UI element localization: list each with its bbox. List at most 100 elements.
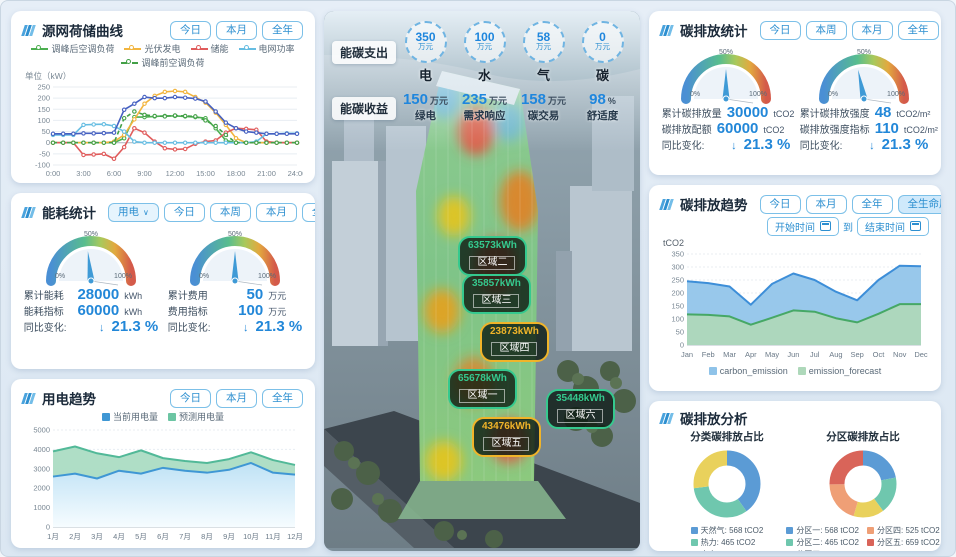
down-arrow-icon: ↓ — [242, 322, 249, 334]
time-filter-group: 今日本月全年全生命周期 — [759, 194, 941, 214]
legend-item[interactable]: emission_forecast — [797, 366, 881, 376]
svg-text:2000: 2000 — [33, 484, 50, 493]
time-filter-button[interactable]: 今日 — [163, 202, 205, 222]
stat-row: 碳排放强度指标 110 tCO2/m² — [799, 120, 938, 137]
legend-item[interactable]: 分区三: 385 tCO2 — [786, 548, 859, 551]
svg-text:7月: 7月 — [179, 532, 191, 541]
chart-legend: 调峰后空调负荷 光伏发电 储能 电网功率 调峰前空调负荷 — [23, 42, 303, 69]
time-filter-group: 今日 本月 全年 — [170, 388, 303, 408]
stat-row: 碳排放配额 60000 tCO2 — [661, 120, 785, 137]
zone-label[interactable]: 35857kWh 区域三 — [462, 274, 531, 314]
legend-item[interactable]: 分区四: 525 tCO2 — [867, 524, 940, 536]
expense-row: 能碳支出 350 万元 电 100 万元 水 58 万元 气 0 万元 碳 — [332, 21, 632, 84]
income-label: 能碳收益 — [332, 96, 396, 120]
svg-text:100%: 100% — [114, 273, 132, 280]
legend-swatch — [797, 367, 806, 375]
time-filter-button[interactable]: 全年 — [897, 20, 939, 40]
time-filter-button[interactable]: 今日 — [170, 388, 211, 408]
legend-item[interactable]: carbon_emission — [708, 366, 788, 376]
calendar-icon — [820, 221, 831, 231]
time-filter-button[interactable]: 全年 — [851, 194, 893, 214]
expense-circle: 0 万元 — [581, 21, 624, 63]
time-filter-button[interactable]: 今日 — [170, 20, 211, 40]
legend-item[interactable]: 预测用电量 — [168, 410, 224, 423]
right-column: 碳排放统计 今日 本周 本月 全年 50% 0% 100% 累计碳排放量 30000 tCO2 碳… — [649, 11, 941, 551]
energy-type-dropdown[interactable]: 用电 ∨ — [108, 202, 159, 222]
time-filter-button[interactable]: 今日 — [759, 20, 801, 40]
time-filter-button[interactable]: 本月 — [255, 202, 297, 222]
svg-text:Jun: Jun — [787, 350, 799, 359]
time-filter-button[interactable]: 全生命周期 — [897, 194, 941, 214]
svg-text:12月: 12月 — [287, 532, 303, 541]
svg-text:50: 50 — [676, 328, 684, 337]
svg-text:5月: 5月 — [135, 532, 147, 541]
line-legend-icon — [31, 44, 49, 53]
zone-label[interactable]: 43476kWh 区域五 — [472, 417, 541, 457]
zone-label[interactable]: 65678kWh 区域一 — [448, 369, 517, 409]
time-filter-button[interactable]: 全年 — [301, 202, 315, 222]
start-date-picker[interactable]: 开始时间 — [767, 216, 839, 236]
time-filter-button[interactable]: 今日 — [759, 194, 801, 214]
y-axis-label: tCO2 — [663, 238, 685, 248]
gauge: 50% 0% 100% 累计费用 50 万元 费用指标 100 万元 同比变化: ↓ 21.3 % — [168, 225, 302, 336]
svg-text:50: 50 — [42, 127, 50, 136]
legend-item[interactable]: 电力: 385 tCO2 — [690, 548, 764, 551]
legend-item[interactable]: 光伏发电 — [124, 42, 181, 55]
svg-text:10月: 10月 — [243, 532, 259, 541]
stat-row: 能耗指标 60000 kWh — [23, 302, 143, 319]
zone-label[interactable]: 63573kWh 区域二 — [458, 236, 527, 276]
legend-item[interactable]: 电网功率 — [238, 42, 295, 55]
time-filter-group: 今日 本周 本月 全年 — [759, 20, 939, 40]
time-filter-button[interactable]: 本周 — [209, 202, 251, 222]
stat-row: 累计费用 50 万元 — [167, 286, 287, 303]
end-date-picker[interactable]: 结束时间 — [857, 216, 929, 236]
income-item: 235 万元 需求响应 — [461, 91, 508, 122]
panel-electricity-trend: 用电趋势 今日 本月 全年 当前用电量 预测用电量 0 1000 2000 3000 4000… — [11, 379, 315, 548]
legend-swatch — [786, 538, 794, 546]
svg-text:300: 300 — [671, 263, 684, 272]
svg-text:0%: 0% — [199, 273, 209, 280]
time-filter-button[interactable]: 全年 — [262, 388, 303, 408]
legend-item[interactable]: 分区五: 659 tCO2 — [867, 536, 940, 548]
time-filter-button[interactable]: 本月 — [216, 388, 257, 408]
svg-text:350: 350 — [671, 250, 684, 259]
time-filter-button[interactable]: 全年 — [262, 20, 303, 40]
energy-overview-overlay: 能碳支出 350 万元 电 100 万元 水 58 万元 气 0 万元 碳 能碳收益 1… — [332, 21, 632, 124]
zone-name: 区域二 — [469, 256, 516, 270]
legend-item[interactable]: 当前用电量 — [101, 410, 158, 423]
time-filter-button[interactable]: 本月 — [851, 20, 893, 40]
zone-label[interactable]: 23873kWh 区域四 — [480, 322, 549, 362]
legend-item[interactable]: 分区一: 568 tCO2 — [786, 524, 859, 536]
legend-item[interactable]: 分区二: 465 tCO2 — [786, 536, 859, 548]
carbon-trend-chart: 0 50 100 150 200 250 300 350 Jan Feb Mar Apr May Jun J… — [671, 250, 928, 360]
carbon-gauges: 50% 0% 100% 累计碳排放量 30000 tCO2 碳排放配额 60000 tCO2 同比… — [661, 43, 938, 154]
gauge: 50% 0% 100% 累计能耗 28000 kWh 能耗指标 60000 kWh 同比变化: ↓ 2… — [24, 225, 158, 336]
legend-swatch — [690, 550, 698, 551]
legend-item[interactable]: 天然气: 568 tCO2 — [690, 524, 763, 536]
zone-label[interactable]: 35448kWh 区域六 — [546, 389, 615, 429]
svg-text:200: 200 — [671, 289, 684, 298]
svg-text:0%: 0% — [55, 273, 65, 280]
svg-text:Dec: Dec — [914, 350, 928, 359]
time-filter-button[interactable]: 本周 — [805, 20, 847, 40]
expense-item: 0 万元 碳 — [573, 21, 632, 84]
legend-swatch — [867, 538, 874, 546]
time-filter-button[interactable]: 本月 — [216, 20, 257, 40]
stat-row: 费用指标 100 万元 — [167, 302, 287, 319]
zone-donut-chart — [829, 450, 897, 518]
panel-title: 能耗统计 — [42, 206, 96, 221]
svg-text:1月: 1月 — [47, 532, 59, 541]
legend-item[interactable]: 调峰后空调负荷 — [31, 42, 114, 55]
legend-item[interactable]: 调峰前空调负荷 — [121, 56, 205, 69]
legend-item[interactable]: 热力: 465 tCO2 — [690, 536, 764, 548]
chart-legend: 当前用电量 预测用电量 — [23, 410, 303, 423]
time-filter-button[interactable]: 本月 — [805, 194, 847, 214]
legend-item[interactable]: 储能 — [190, 42, 229, 55]
svg-text:2月: 2月 — [69, 532, 81, 541]
expense-circle: 58 万元 — [522, 21, 565, 63]
chart-legend: carbon_emission emission_forecast — [661, 366, 929, 376]
svg-text:100%: 100% — [749, 91, 767, 98]
income-item-label: 需求响应 — [463, 110, 506, 122]
